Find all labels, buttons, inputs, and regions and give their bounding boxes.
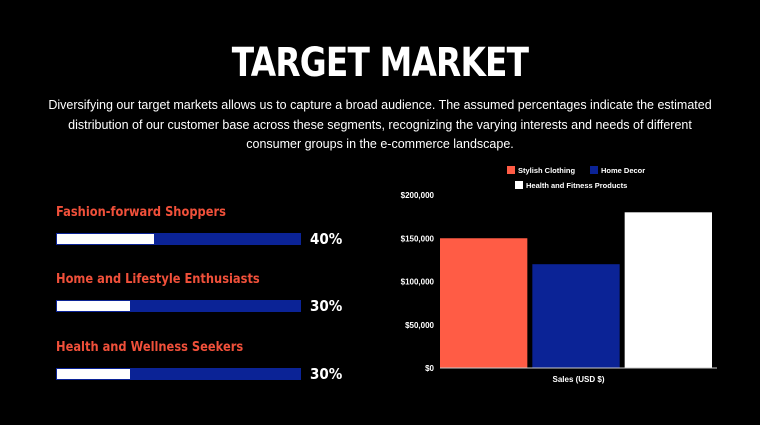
y-tick-label: $200,000 [401, 191, 435, 200]
legend-label: Health and Fitness Products [526, 181, 627, 190]
y-tick-label: $150,000 [401, 234, 435, 243]
bar-health-and-fitness-products [624, 212, 712, 368]
y-tick-label: $50,000 [405, 321, 434, 330]
segment-progress-bar [56, 233, 301, 245]
legend-swatch [507, 166, 515, 174]
chart-legend: Stylish Clothing Home Decor Health and Fit… [507, 166, 645, 190]
bar-home-decor [532, 264, 620, 368]
segment-progress-bar [56, 368, 301, 380]
segment-progress-fill [57, 369, 130, 379]
segment-home-lifestyle: Home and Lifestyle Enthusiasts 30% [56, 271, 356, 317]
legend-swatch [515, 181, 523, 189]
segment-progress-fill [57, 301, 130, 311]
bars [440, 212, 712, 368]
legend-swatch [590, 166, 598, 174]
bar-stylish-clothing [440, 238, 528, 368]
y-tick-label: $100,000 [401, 278, 435, 287]
segment-percent: 30% [310, 297, 343, 315]
intro-paragraph: Diversifying our target markets allows u… [48, 98, 712, 151]
segment-progress-fill [57, 234, 155, 244]
slide-title: TARGET MARKET [231, 40, 529, 86]
segment-fashion: Fashion-forward Shoppers 40% [56, 204, 356, 250]
segment-label: Home and Lifestyle Enthusiasts [56, 272, 260, 287]
segment-label: Health and Wellness Seekers [56, 340, 244, 355]
y-axis: $0 $50,000 $100,000 $150,000 $200,000 [401, 191, 435, 373]
segment-health-wellness: Health and Wellness Seekers 30% [56, 339, 356, 385]
segment-progress-bar [56, 300, 301, 312]
y-tick-label: $0 [425, 364, 434, 373]
legend-label: Stylish Clothing [518, 166, 576, 175]
segment-label: Fashion-forward Shoppers [56, 205, 226, 220]
segment-percent: 30% [310, 365, 343, 383]
legend-label: Home Decor [601, 166, 645, 175]
x-axis-label: Sales (USD $) [552, 375, 604, 384]
segment-percent: 40% [310, 230, 343, 248]
